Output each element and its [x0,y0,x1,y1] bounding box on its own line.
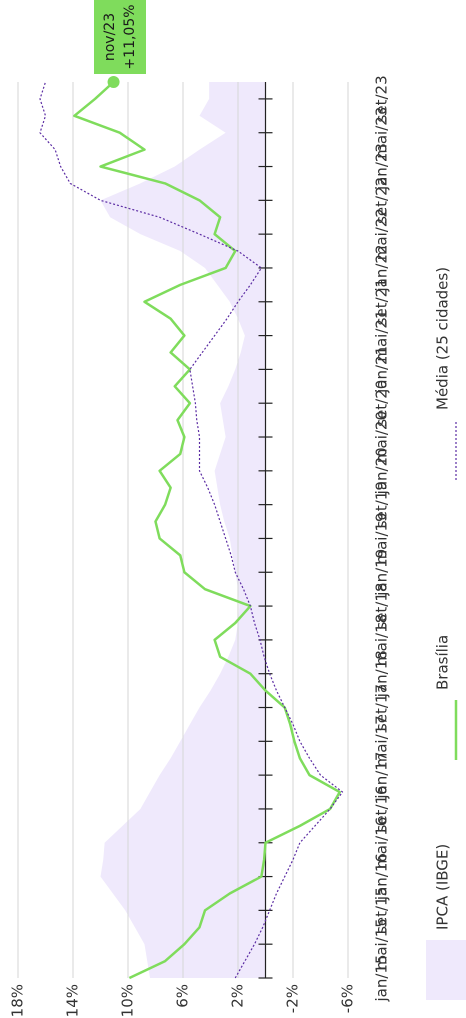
y-tick-label: 14% [64,984,82,1017]
x-tick-label: jan/17 [373,752,391,800]
x-tick-label: jan/15 [373,954,391,1002]
legend-label: Média (25 cidades) [434,267,452,410]
x-tick-label: mai/23 [373,107,391,159]
x-tick-label: jan/22 [373,244,391,292]
last-point [107,76,120,88]
x-tick-label: set/18 [373,583,391,630]
x-tick-label: jan/23 [373,143,391,191]
x-tick-label: set/16 [373,785,391,832]
y-tick-label: 2% [229,984,247,1008]
line [73,81,341,980]
legend-label: Brasília [434,635,452,690]
annotation-box [94,0,146,74]
legend-swatch [426,940,466,1000]
y-tick-label: -2% [284,984,302,1013]
x-tick-label: set/22 [373,177,391,224]
y-tick-label: 10% [119,984,137,1017]
x-tick-label: set/23 [373,75,391,122]
x-tick-label: mai/17 [373,715,391,767]
dotted-line [39,81,344,979]
annotation-text: +11,05% [122,4,138,69]
x-tick-label: mai/18 [373,614,391,666]
x-tick-label: set/15 [373,887,391,934]
x-tick-label: set/20 [373,380,391,427]
x-tick-label: mai/21 [373,310,391,362]
annotation-label: nov/23 [102,13,118,61]
x-tick-label: mai/22 [373,208,391,260]
x-tick-label: mai/19 [373,512,391,564]
x-tick-label: set/19 [373,481,391,528]
x-tick-label: jan/20 [373,447,391,495]
x-tick-label: jan/16 [373,853,391,901]
x-tick-label: jan/21 [373,346,391,394]
area [100,82,266,978]
legend-label: IPCA (IBGE) [434,844,452,930]
x-tick-label: mai/15 [373,918,391,970]
y-tick-label: -6% [339,984,357,1013]
x-tick-label: set/17 [373,684,391,731]
x-tick-label: mai/16 [373,817,391,869]
y-tick-label: 6% [174,984,192,1008]
y-tick-label: 18% [9,984,27,1017]
x-tick-label: set/21 [373,278,391,325]
x-tick-label: jan/18 [373,650,391,698]
x-tick-label: jan/19 [373,549,391,597]
x-tick-label: mai/20 [373,411,391,463]
